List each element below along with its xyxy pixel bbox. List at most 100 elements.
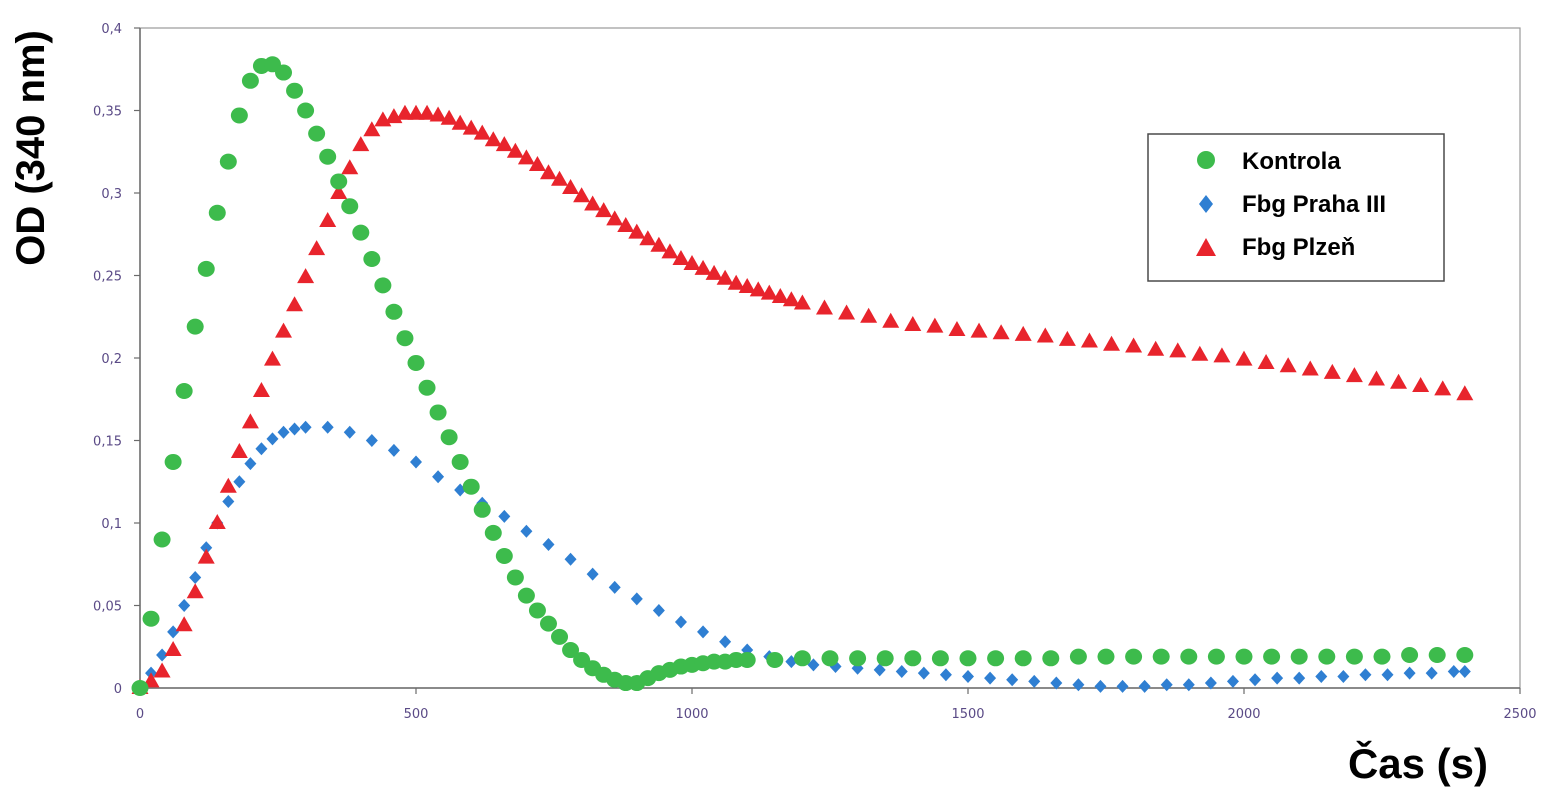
data-point-fbg-plze- <box>1257 353 1275 369</box>
data-point-fbg-plze- <box>716 269 734 285</box>
data-point-fbg-praha-iii <box>652 603 665 617</box>
data-point-fbg-plze- <box>705 264 723 280</box>
y-tick-label: 0 <box>114 682 122 697</box>
data-point-kontrola <box>1456 647 1474 663</box>
data-point-fbg-praha-iii <box>387 443 400 457</box>
plot-area-frame <box>139 27 1521 689</box>
data-point-fbg-plze- <box>330 184 348 199</box>
data-point-fbg-plze- <box>1301 360 1319 376</box>
data-point-fbg-praha-iii <box>167 625 180 639</box>
data-point-kontrola <box>429 404 447 421</box>
data-point-fbg-plze- <box>1345 367 1363 383</box>
data-point-kontrola <box>562 642 580 659</box>
data-point-fbg-praha-iii <box>189 570 202 584</box>
data-point-fbg-plze- <box>1434 380 1452 396</box>
data-point-fbg-plze- <box>484 131 502 147</box>
data-point-fbg-plze- <box>308 240 326 256</box>
data-point-fbg-plze- <box>352 136 370 152</box>
data-point-fbg-praha-iii <box>608 580 621 594</box>
data-point-fbg-praha-iii <box>255 442 268 456</box>
x-tick-label: 500 <box>404 707 429 722</box>
data-point-fbg-praha-iii <box>1006 673 1019 687</box>
data-point-fbg-plze- <box>970 322 988 338</box>
data-point-fbg-plze- <box>904 316 922 331</box>
data-point-kontrola <box>1373 648 1391 665</box>
data-point-kontrola <box>1180 648 1198 665</box>
data-point-kontrola <box>374 277 392 294</box>
data-point-fbg-plze- <box>727 274 745 290</box>
legend: Kontrola Fbg Praha III Fbg Plzeň <box>1147 133 1445 282</box>
data-point-fbg-plze- <box>661 243 679 259</box>
data-point-kontrola <box>451 453 469 470</box>
data-point-fbg-plze- <box>617 217 635 232</box>
data-point-fbg-plze- <box>860 307 878 323</box>
data-point-fbg-plze- <box>252 382 270 397</box>
data-point-kontrola <box>987 650 1005 667</box>
data-point-fbg-plze- <box>153 662 171 678</box>
data-point-fbg-praha-iii <box>200 541 213 555</box>
data-point-fbg-plze- <box>1147 340 1165 356</box>
data-point-fbg-praha-iii <box>630 592 643 606</box>
data-point-kontrola <box>1152 648 1170 665</box>
data-point-fbg-praha-iii <box>520 524 533 538</box>
data-point-kontrola <box>1125 648 1143 665</box>
data-point-fbg-praha-iii <box>498 509 511 523</box>
data-point-kontrola <box>1235 648 1253 665</box>
data-point-fbg-plze- <box>1412 377 1430 393</box>
data-point-fbg-plze- <box>782 291 800 307</box>
data-point-fbg-praha-iii <box>365 434 378 447</box>
data-point-kontrola <box>308 125 326 142</box>
data-point-kontrola <box>1042 650 1060 667</box>
data-point-kontrola <box>363 251 381 267</box>
legend-label-fbg-plzen: Fbg Plzeň <box>1242 234 1355 261</box>
data-point-fbg-plze- <box>1235 350 1253 366</box>
data-point-kontrola <box>219 153 237 170</box>
data-point-kontrola <box>517 587 535 604</box>
data-point-fbg-plze- <box>1191 345 1209 361</box>
data-point-kontrola <box>1263 648 1281 665</box>
y-tick-label: 0,2 <box>101 352 122 367</box>
data-point-kontrola <box>396 330 414 347</box>
data-point-fbg-plze- <box>1014 325 1032 341</box>
data-point-kontrola <box>1318 648 1336 665</box>
data-point-fbg-plze- <box>539 164 557 180</box>
x-tick-label: 0 <box>136 707 144 722</box>
data-point-fbg-praha-iii <box>984 671 997 685</box>
data-point-fbg-praha-iii <box>1072 678 1085 692</box>
data-point-fbg-praha-iii <box>266 432 279 446</box>
series-kontrola <box>131 56 1474 696</box>
data-point-kontrola <box>164 453 182 470</box>
data-point-fbg-plze- <box>241 413 259 429</box>
data-point-fbg-plze- <box>882 312 900 328</box>
data-point-fbg-plze- <box>694 259 712 275</box>
data-point-fbg-plze- <box>341 159 359 175</box>
data-point-kontrola <box>407 354 425 371</box>
data-point-fbg-praha-iii <box>288 422 301 436</box>
data-point-kontrola <box>528 602 546 619</box>
data-point-fbg-praha-iii <box>1315 669 1328 683</box>
data-point-fbg-praha-iii <box>156 648 169 662</box>
data-point-fbg-plze- <box>1036 327 1054 343</box>
data-point-kontrola <box>186 318 204 335</box>
data-point-fbg-praha-iii <box>1226 674 1239 688</box>
legend-label-fbg-praha-iii: Fbg Praha III <box>1242 191 1386 218</box>
data-point-fbg-plze- <box>219 477 237 493</box>
data-point-fbg-plze- <box>1058 330 1076 346</box>
data-point-fbg-plze- <box>1390 373 1408 389</box>
data-point-fbg-plze- <box>992 324 1010 340</box>
data-point-fbg-praha-iii <box>1403 666 1416 680</box>
data-point-kontrola <box>385 303 403 320</box>
data-point-fbg-praha-iii <box>1160 678 1173 692</box>
data-point-kontrola <box>131 680 149 696</box>
data-point-fbg-praha-iii <box>1447 665 1460 678</box>
data-point-kontrola <box>484 524 502 541</box>
data-point-fbg-praha-iii <box>807 658 820 672</box>
data-point-fbg-plze- <box>760 284 778 300</box>
data-point-fbg-plze- <box>1213 347 1231 363</box>
data-point-fbg-plze- <box>584 195 602 211</box>
data-point-fbg-plze- <box>451 114 469 130</box>
data-point-fbg-plze- <box>672 250 690 265</box>
data-point-fbg-plze- <box>263 350 281 366</box>
data-point-fbg-plze- <box>418 104 436 120</box>
y-tick-label: 0,25 <box>93 270 122 285</box>
